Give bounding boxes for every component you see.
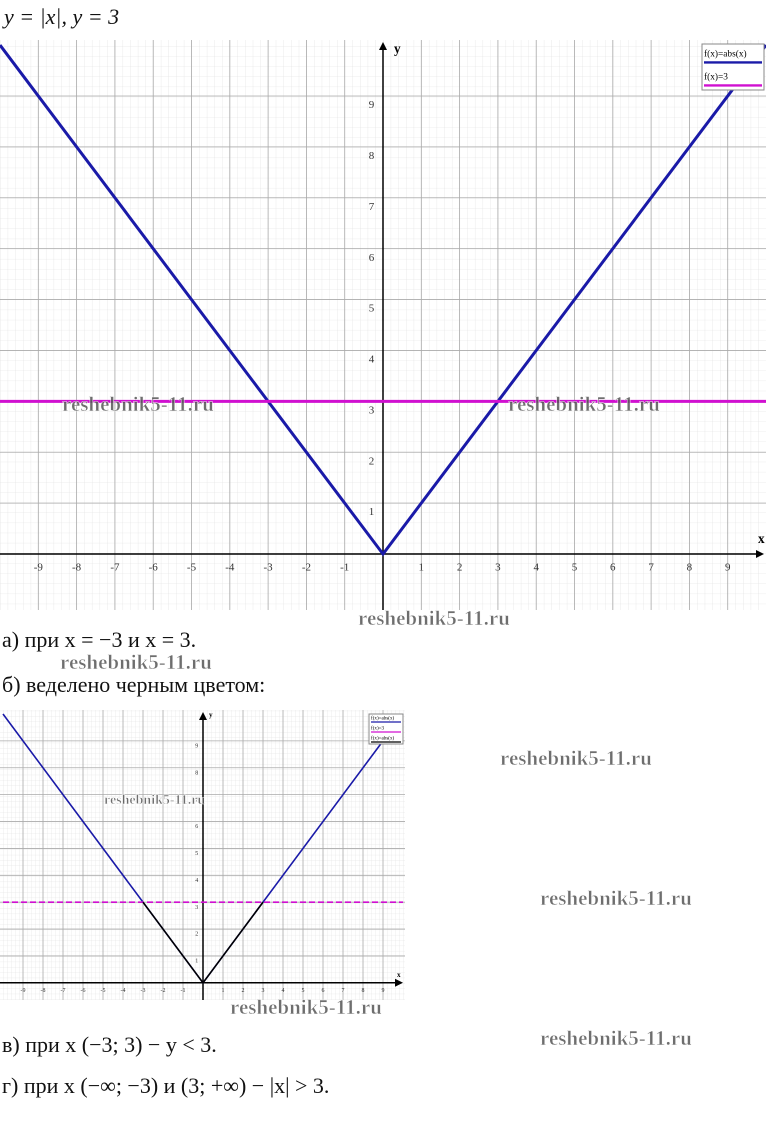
x-tick-label: -8 — [72, 562, 82, 574]
y-tick-label: 4 — [369, 354, 375, 366]
y-tick-label: 4 — [195, 878, 198, 884]
legend — [701, 43, 765, 91]
watermark: reshebnik5-11.ru — [62, 392, 214, 416]
plot-area — [2, 713, 404, 985]
y-tick-label: 7 — [195, 797, 198, 803]
watermark: reshebnik5-11.ru — [540, 1026, 692, 1050]
y-tick-label: 7 — [369, 201, 375, 213]
x-tick-label: 2 — [457, 562, 463, 574]
legend-label: f(x)=abs(x) — [371, 715, 395, 722]
watermark: reshebnik5-11.ru — [500, 746, 652, 770]
y-tick-label: 8 — [369, 150, 375, 162]
answer-text: а) при x = −3 и x = 3. — [2, 627, 196, 652]
y-tick-label: 3 — [369, 404, 375, 416]
x-tick-label: -6 — [81, 988, 86, 994]
x-tick-label: -3 — [141, 988, 146, 994]
x-tick-label: -9 — [34, 562, 44, 574]
x-tick-label: 7 — [342, 988, 345, 994]
y-tick-label: 9 — [195, 744, 198, 750]
x-tick-label: -3 — [264, 562, 274, 574]
y-axis-arrow — [379, 42, 387, 50]
x-tick-label: -1 — [340, 562, 349, 574]
x-tick-label: 6 — [322, 988, 325, 994]
x-tick-label: -1 — [181, 988, 186, 994]
x-tick-label: 1 — [222, 988, 225, 994]
y-tick-label: 1 — [369, 506, 375, 518]
x-tick-label: 2 — [242, 988, 245, 994]
x-tick-label: -7 — [61, 988, 66, 994]
x-tick-label: 8 — [362, 988, 365, 994]
y-tick-label: 9 — [369, 99, 375, 111]
watermark: reshebnik5-11.ru — [508, 392, 660, 416]
x-tick-label: 9 — [382, 988, 385, 994]
answer-text: в) при x (−3; 3) − y < 3. — [2, 1032, 217, 1057]
watermark: reshebnik5-11.ru — [60, 650, 212, 674]
legend-label: f(x)=3 — [371, 725, 385, 732]
plot-area — [0, 44, 766, 557]
x-tick-label: 7 — [648, 562, 654, 574]
y-tick-label: 5 — [369, 303, 375, 315]
watermark: reshebnik5-11.ru — [540, 886, 692, 910]
x-tick-label: -6 — [149, 562, 159, 574]
x-tick-label: -2 — [302, 562, 311, 574]
x-tick-label: 4 — [282, 988, 285, 994]
x-tick-label: -7 — [110, 562, 120, 574]
x-tick-label: 3 — [262, 988, 265, 994]
x-tick-label: -4 — [121, 988, 126, 994]
y-tick-label: 1 — [195, 959, 198, 965]
x-tick-label: 8 — [687, 562, 693, 574]
legend-label: f(x)=3 — [704, 72, 728, 83]
x-axis-arrow — [756, 550, 764, 559]
y-tick-label: 2 — [195, 932, 198, 938]
x-tick-label: -5 — [187, 562, 197, 574]
legend-label: f(x)=abs(x) — [704, 49, 747, 60]
y-tick-label: 6 — [195, 824, 198, 830]
x-tick-label: 5 — [572, 562, 578, 574]
y-tick-label: 5 — [195, 851, 198, 857]
answer-text: г) при x (−∞; −3) и (3; +∞) − |x| > 3. — [2, 1073, 329, 1098]
watermark: reshebnik5-11.ru — [104, 793, 205, 808]
x-tick-label: -5 — [101, 988, 106, 994]
legend — [368, 713, 404, 745]
x-tick-label: -2 — [161, 988, 166, 994]
y-tick-label: 2 — [369, 455, 375, 467]
y-tick-label: 8 — [195, 770, 198, 776]
answer-text: б) веделено черным цветом: — [2, 672, 265, 697]
x-tick-label: 1 — [419, 562, 425, 574]
legend-label: f(x)=abs(x) — [371, 735, 395, 742]
x-axis-label: x — [758, 531, 765, 546]
header: y = |x|, y = 3 — [2, 4, 119, 29]
series-line — [142, 901, 264, 985]
y-axis-arrow — [199, 712, 207, 720]
y-tick-label: 3 — [195, 905, 198, 911]
watermark: reshebnik5-11.ru — [230, 995, 382, 1019]
x-tick-label: -8 — [41, 988, 46, 994]
x-tick-label: 6 — [610, 562, 616, 574]
x-tick-label: -9 — [21, 988, 26, 994]
y-axis-label: y — [209, 711, 213, 719]
series-line — [0, 44, 766, 557]
x-axis-label: x — [397, 971, 401, 979]
x-tick-label: 5 — [302, 988, 305, 994]
x-tick-label: 3 — [495, 562, 501, 574]
x-tick-label: 4 — [533, 562, 539, 574]
y-tick-label: 6 — [369, 252, 375, 264]
x-tick-label: -4 — [225, 562, 235, 574]
y-axis-label: y — [394, 41, 401, 56]
watermark: reshebnik5-11.ru — [358, 606, 510, 630]
x-tick-label: 9 — [725, 562, 731, 574]
x-axis-arrow — [395, 978, 403, 987]
